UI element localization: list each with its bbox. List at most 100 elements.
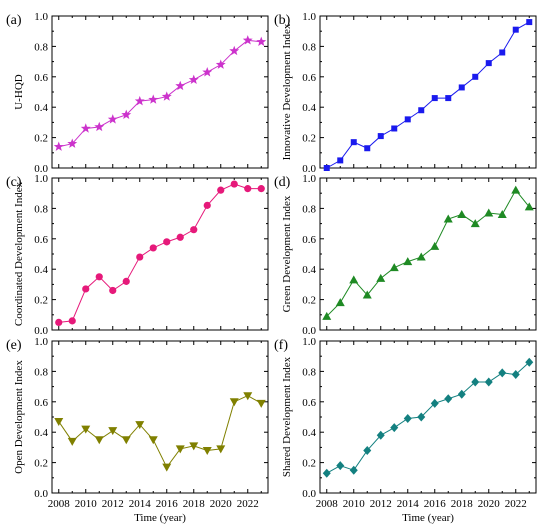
data-point-1 (337, 157, 344, 164)
y-tick-label: 0.6 (34, 397, 48, 409)
data-point-15 (256, 399, 266, 408)
y-tick-label: 0.0 (302, 488, 316, 500)
y-tick-label: 0.0 (34, 488, 48, 500)
data-point-3 (362, 290, 372, 299)
data-point-9 (444, 394, 453, 404)
data-point-0 (54, 418, 64, 427)
data-point-0 (322, 468, 331, 478)
y-tick-label: 0.8 (34, 203, 48, 215)
data-point-11 (202, 446, 212, 455)
data-point-12 (484, 208, 494, 217)
data-point-2 (80, 123, 91, 133)
y-tick-label: 0.8 (302, 203, 316, 215)
x-tick-label: 2016 (424, 498, 447, 510)
panel-label: (c) (6, 175, 22, 190)
data-point-4 (376, 430, 385, 440)
axes-frame (51, 15, 269, 169)
data-point-9 (443, 214, 453, 223)
data-point-8 (162, 463, 172, 472)
data-point-2 (349, 275, 359, 284)
y-tick-label: 1.0 (34, 11, 48, 23)
data-point-9 (176, 233, 184, 241)
y-tick-label: 1.0 (34, 336, 48, 348)
y-tick-label: 0.0 (34, 163, 48, 175)
y-tick-label: 0.4 (34, 264, 48, 276)
axes-frame (51, 177, 269, 331)
data-point-1 (336, 461, 345, 471)
x-tick-label: 2014 (397, 498, 420, 510)
data-point-14 (243, 392, 253, 401)
y-tick-label: 0.0 (34, 325, 48, 337)
panel-d: 0.0 0.2 0.4 0.6 0.8 1.0 (d) Green Development I… (274, 173, 537, 337)
data-point-3 (364, 145, 371, 152)
data-point-2 (350, 139, 357, 146)
data-point-14 (244, 185, 252, 193)
series-line (58, 39, 262, 148)
data-point-13 (499, 49, 506, 56)
panel-label: (a) (6, 13, 22, 28)
data-point-15 (526, 19, 533, 26)
data-point-11 (203, 201, 211, 209)
data-point-10 (457, 209, 467, 218)
y-tick-label: 0.4 (302, 264, 316, 276)
data-point-13 (498, 368, 507, 378)
data-point-4 (107, 114, 118, 124)
panel-f: 0.0 0.2 0.4 0.6 0.8 1.0 2008 2010 2012 2014 2016 20… (274, 336, 537, 524)
y-tick-label: 0.2 (302, 133, 316, 145)
data-point-10 (189, 442, 199, 451)
y-tick-label: 1.0 (302, 173, 316, 185)
series-line (58, 395, 262, 469)
data-point-1 (335, 298, 345, 307)
data-point-12 (215, 59, 226, 69)
data-point-13 (497, 209, 507, 218)
data-point-6 (135, 421, 145, 430)
data-point-11 (470, 219, 480, 228)
y-tick-label: 0.8 (302, 366, 316, 378)
data-point-8 (161, 91, 172, 101)
y-axis-label: Shared Development Index (281, 356, 293, 477)
data-point-7 (416, 252, 426, 261)
x-tick-label: 2010 (343, 498, 366, 510)
y-tick-label: 1.0 (34, 173, 48, 185)
data-point-6 (403, 257, 413, 266)
data-point-7 (149, 244, 157, 252)
data-point-4 (109, 286, 117, 295)
x-tick-label: 2012 (370, 498, 392, 510)
series-line (326, 361, 530, 474)
data-point-9 (175, 80, 186, 91)
data-point-6 (404, 116, 411, 123)
x-tick-label: 2008 (48, 498, 71, 510)
y-tick-label: 0.0 (302, 163, 316, 175)
data-point-4 (377, 133, 384, 140)
data-point-15 (257, 185, 265, 193)
data-point-5 (391, 125, 398, 132)
data-point-15 (525, 357, 534, 367)
y-tick-label: 1.0 (302, 11, 316, 23)
data-point-5 (121, 436, 131, 445)
y-tick-label: 0.8 (34, 41, 48, 53)
y-tick-label: 0.6 (34, 234, 48, 246)
data-point-7 (417, 412, 426, 422)
data-point-6 (403, 414, 412, 424)
series-line (326, 21, 530, 169)
data-point-10 (458, 84, 465, 91)
data-point-14 (511, 185, 521, 194)
x-tick-label: 2016 (156, 498, 179, 510)
y-tick-label: 0.8 (34, 366, 48, 378)
data-point-11 (471, 377, 480, 387)
data-point-7 (148, 94, 159, 104)
data-point-15 (256, 36, 267, 47)
data-point-10 (188, 74, 199, 85)
data-point-11 (202, 67, 213, 77)
y-axis-label: Innovative Development Index (281, 23, 293, 160)
y-tick-label: 0.6 (302, 234, 316, 246)
y-tick-label: 0.2 (34, 133, 48, 145)
data-point-1 (67, 138, 78, 148)
y-tick-label: 0.4 (34, 427, 48, 439)
data-point-13 (229, 398, 239, 407)
data-point-3 (95, 273, 103, 281)
y-tick-label: 0.4 (302, 102, 316, 114)
data-point-0 (323, 165, 330, 171)
axes-frame (319, 177, 537, 331)
